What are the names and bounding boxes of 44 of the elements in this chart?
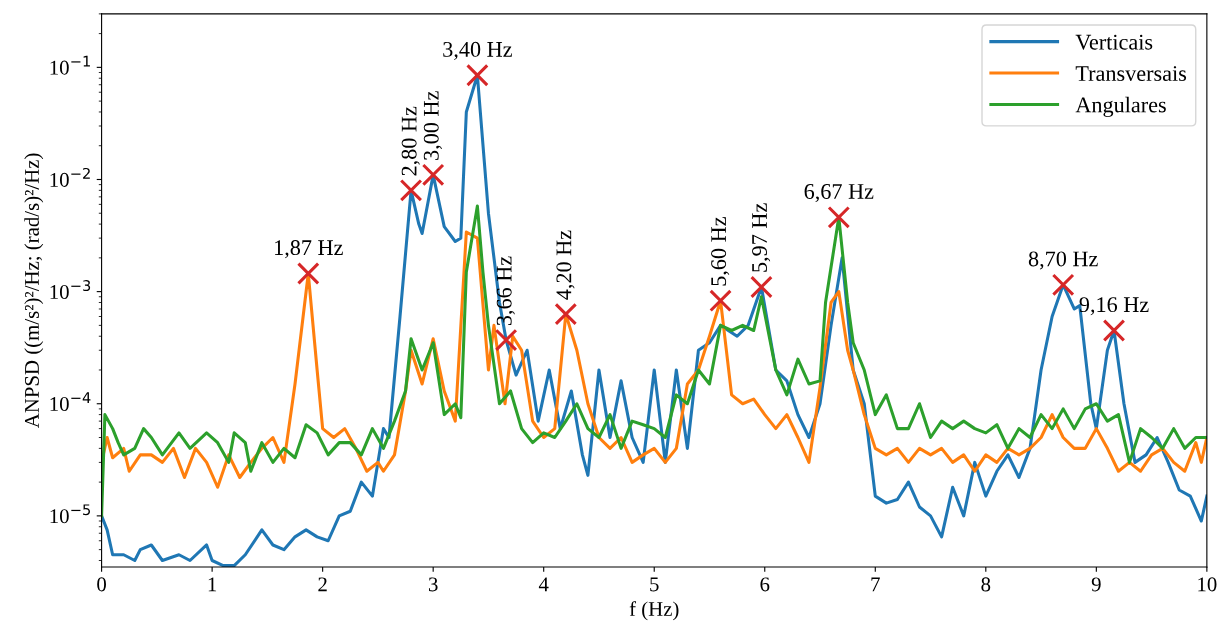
x-tick-label: 3 — [428, 577, 438, 592]
point — [1102, 319, 1126, 342]
annotation: 1,87 Hz — [275, 240, 343, 259]
y-tick-label: 10$^{−3}$ — [50, 280, 91, 300]
y-tick-label: 10$^{−5}$ — [50, 504, 90, 524]
x-tick-label: 10 — [1198, 577, 1217, 592]
annotation: 5,60 Hz — [711, 217, 730, 286]
annotation: 8,70 Hz — [1028, 251, 1098, 270]
legend-label: Transversais — [1075, 66, 1187, 82]
x-tick-label: 5 — [650, 577, 659, 592]
point — [554, 302, 578, 326]
annotation: 3,00 Hz — [423, 91, 442, 160]
x-tick-label: 2 — [318, 577, 327, 592]
x-tick-label: 4 — [538, 577, 549, 592]
annotation: 3,40 Hz — [443, 41, 512, 61]
annotation: 5,97 Hz — [752, 203, 771, 272]
annotation: 4,20 Hz — [556, 230, 575, 300]
point — [750, 275, 773, 299]
point — [421, 163, 445, 187]
point — [399, 179, 423, 202]
x-tick-label: 8 — [981, 577, 991, 592]
y-tick-label: 10$^{−4}$ — [50, 392, 91, 412]
point — [466, 63, 489, 87]
point — [709, 289, 732, 313]
y-tick-label: 10$^{−2}$ — [50, 167, 90, 187]
line-series — [101, 204, 1207, 518]
x-tick-label: 9 — [1091, 577, 1101, 592]
y-tick-label: 10$^{−1}$ — [50, 55, 90, 75]
annotation: 9,16 Hz — [1079, 297, 1149, 316]
x-tick-label: 1 — [208, 577, 217, 592]
point — [296, 262, 320, 285]
legend-label: Angulares — [1075, 96, 1166, 118]
legend-label: Verticais — [1075, 34, 1153, 50]
annotation: 2,80 Hz — [401, 106, 420, 176]
annotation: 3,66 Hz — [496, 256, 515, 326]
x-tick-label: 6 — [760, 577, 770, 592]
y-axis-title: ANPSD ((m/s²)²/Hz; (rad/s)²/Hz) — [24, 153, 44, 429]
x-axis-title: f (Hz) — [629, 601, 679, 621]
x-tick-label: 7 — [871, 577, 880, 592]
annotation: 6,67 Hz — [804, 183, 874, 203]
x-tick-label: 0 — [97, 577, 107, 592]
point — [494, 328, 518, 352]
point — [827, 205, 851, 229]
point — [1051, 273, 1075, 297]
